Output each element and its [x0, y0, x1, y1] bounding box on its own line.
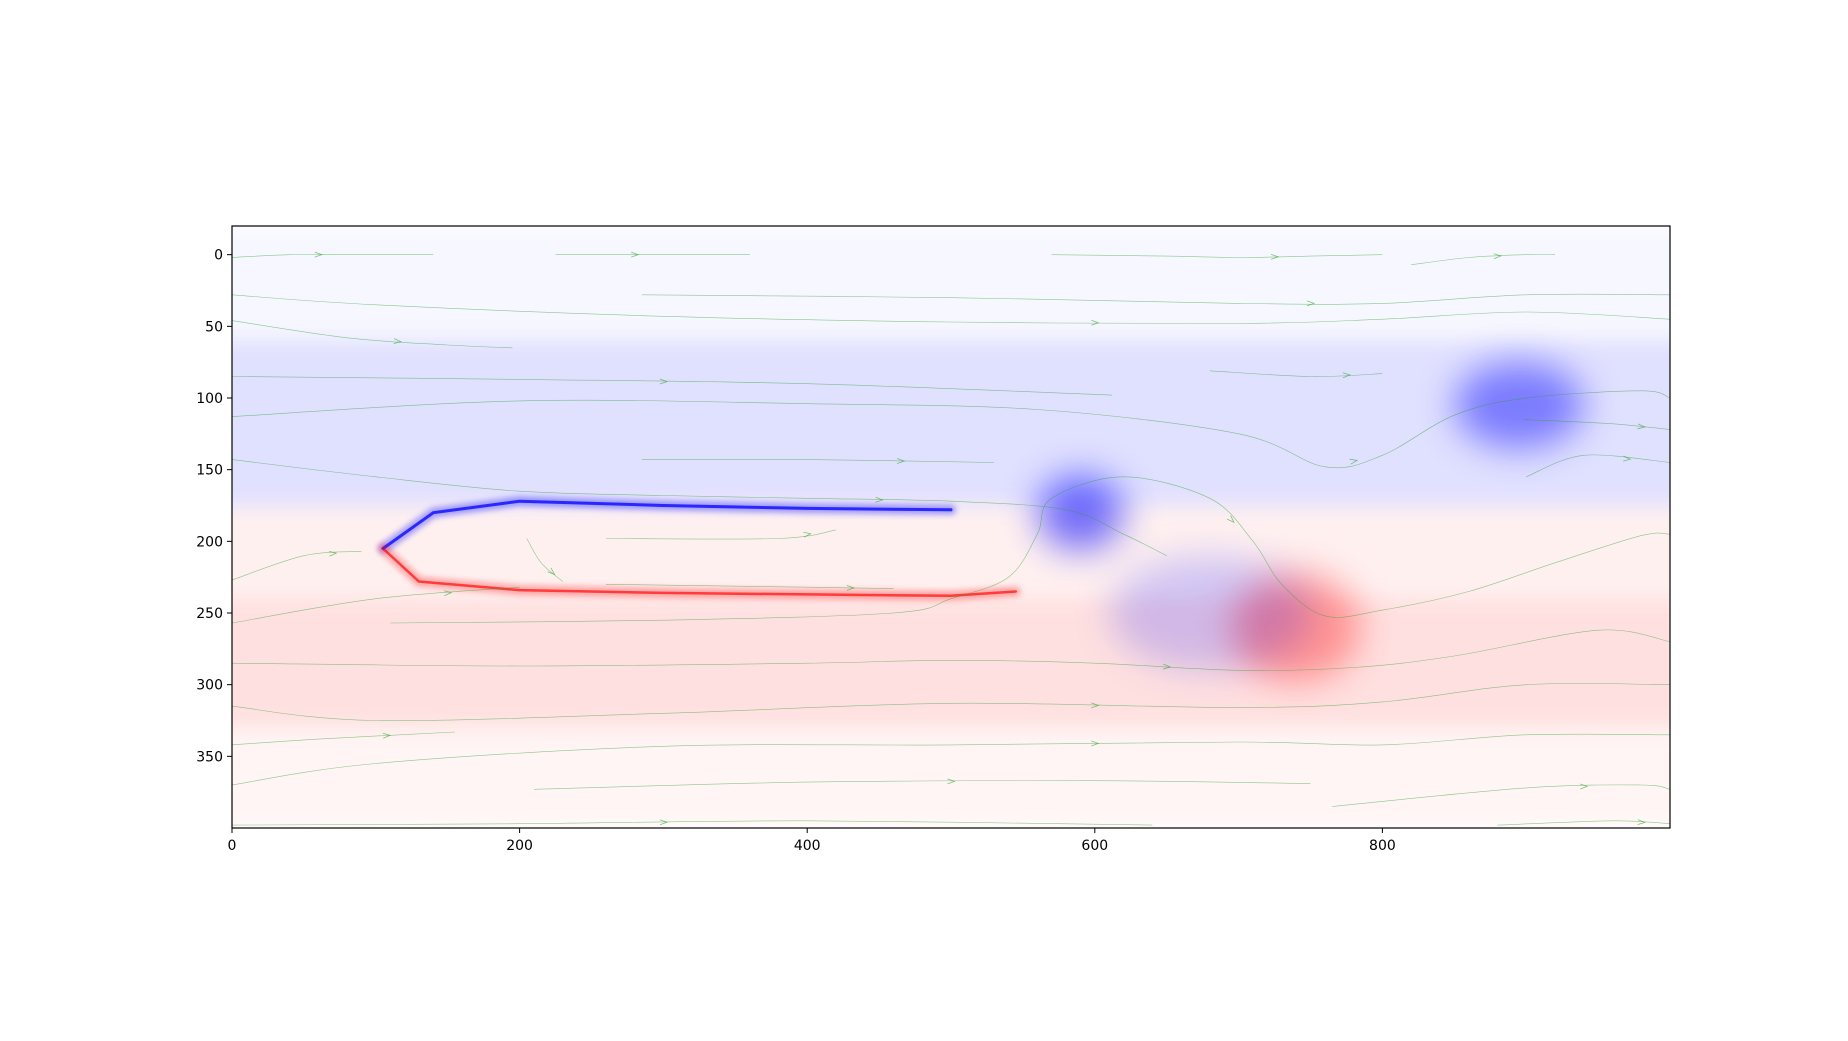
streamline-arrow-12 — [897, 458, 906, 464]
streamline-arrow-17 — [1162, 663, 1172, 670]
streamline-15 — [232, 586, 520, 624]
x-tick-label-0: 0 — [228, 838, 237, 854]
streamline-arrow-18 — [1091, 702, 1100, 709]
streamline-22 — [1332, 783, 1670, 807]
streamline-18 — [232, 683, 1670, 721]
streamline-19 — [232, 733, 1670, 786]
streamline-arrow-20 — [382, 732, 392, 739]
streamline-arrow-8 — [1342, 372, 1352, 379]
vortex-blob-0 — [1037, 475, 1124, 550]
streamline-4 — [232, 294, 1670, 326]
streamline-21 — [533, 778, 1311, 790]
streamline-20 — [232, 731, 455, 746]
background-band-4 — [232, 727, 1670, 828]
streamline-3 — [1411, 253, 1556, 265]
streamline-14 — [232, 550, 362, 581]
streamline-6 — [232, 320, 513, 349]
streamline-arrow-22 — [1580, 783, 1589, 790]
streamline-arrow-23 — [659, 819, 669, 826]
x-tick-label-400: 400 — [794, 838, 821, 854]
streamline-8 — [1209, 370, 1383, 379]
streamline-arrow-6 — [393, 338, 403, 345]
streamline-16 — [390, 476, 1670, 624]
streamline-10 — [1523, 419, 1670, 430]
vortex-blobs — [1037, 362, 1584, 682]
streamline-arrow-11 — [875, 496, 884, 503]
x-tick-label-600: 600 — [1081, 838, 1108, 854]
x-axis: 0 200 400 600 800 — [228, 828, 1396, 854]
streamline-arrow-16 — [1226, 515, 1235, 524]
streamline-arrow-13 — [1623, 455, 1632, 462]
streamline-arrow-10 — [1637, 423, 1646, 430]
streamline-arrow-2 — [1270, 254, 1280, 260]
y-tick-label-350: 350 — [196, 749, 223, 765]
streamline-7 — [232, 376, 1113, 396]
streamline-arrow-9 — [1349, 458, 1359, 465]
y-tick-label-100: 100 — [196, 391, 223, 407]
streamline-23 — [232, 819, 1153, 826]
streamline-5 — [641, 293, 1670, 307]
streamline-arrow-7 — [659, 378, 669, 385]
streamline-arrow-5 — [1306, 300, 1316, 307]
streamlines — [232, 251, 1670, 826]
streamline-13 — [1526, 454, 1670, 478]
plot-area — [212, 226, 1690, 828]
background-band-0 — [212, 226, 1690, 341]
y-axis: 0 50 100 150 200 250 300 350 — [196, 248, 232, 765]
y-tick-label-50: 50 — [205, 319, 223, 335]
shear-upper-core — [381, 499, 953, 550]
plate-shear-layer — [378, 496, 1021, 601]
streamline-arrow-25 — [846, 584, 856, 591]
streamline-9 — [232, 390, 1670, 469]
x-tick-label-200: 200 — [506, 838, 533, 854]
vortex-blob-1 — [1454, 362, 1584, 449]
streamline-arrow-14 — [328, 550, 338, 557]
streamline-17 — [232, 629, 1670, 671]
vorticity-background — [212, 226, 1690, 828]
streamline-arrow-27 — [547, 567, 556, 576]
streamline-2 — [1051, 254, 1383, 260]
background-band-1 — [232, 340, 1670, 506]
y-tick-label-200: 200 — [196, 534, 223, 550]
streamline-arrow-19 — [1091, 740, 1100, 747]
streamline-1 — [555, 251, 750, 258]
streamline-26 — [605, 529, 837, 540]
streamline-arrow-26 — [803, 531, 812, 538]
streamline-11 — [232, 459, 1167, 556]
y-tick-label-250: 250 — [196, 606, 223, 622]
streamline-arrow-24 — [1637, 819, 1646, 825]
streamline-0 — [232, 251, 434, 258]
streamline-12 — [641, 458, 995, 464]
y-tick-label-300: 300 — [196, 678, 223, 694]
streamline-arrow-21 — [947, 778, 956, 785]
streamline-arrow-15 — [443, 590, 453, 597]
streamline-arrow-4 — [1091, 319, 1100, 326]
streamline-arrow-1 — [631, 251, 640, 258]
streamline-arrow-3 — [1493, 253, 1503, 260]
x-tick-label-800: 800 — [1369, 838, 1396, 854]
vortex-blob-3 — [1109, 555, 1311, 671]
axes-frame — [231, 225, 1671, 829]
streamline-24 — [1497, 819, 1670, 826]
streamline-25 — [605, 584, 894, 591]
background-band-3 — [232, 598, 1670, 728]
streamline-27 — [526, 538, 563, 582]
y-tick-label-0: 0 — [214, 248, 223, 264]
streamline-arrow-0 — [314, 251, 323, 258]
shear-lower-core — [381, 547, 1017, 598]
y-tick-label-150: 150 — [196, 463, 223, 479]
